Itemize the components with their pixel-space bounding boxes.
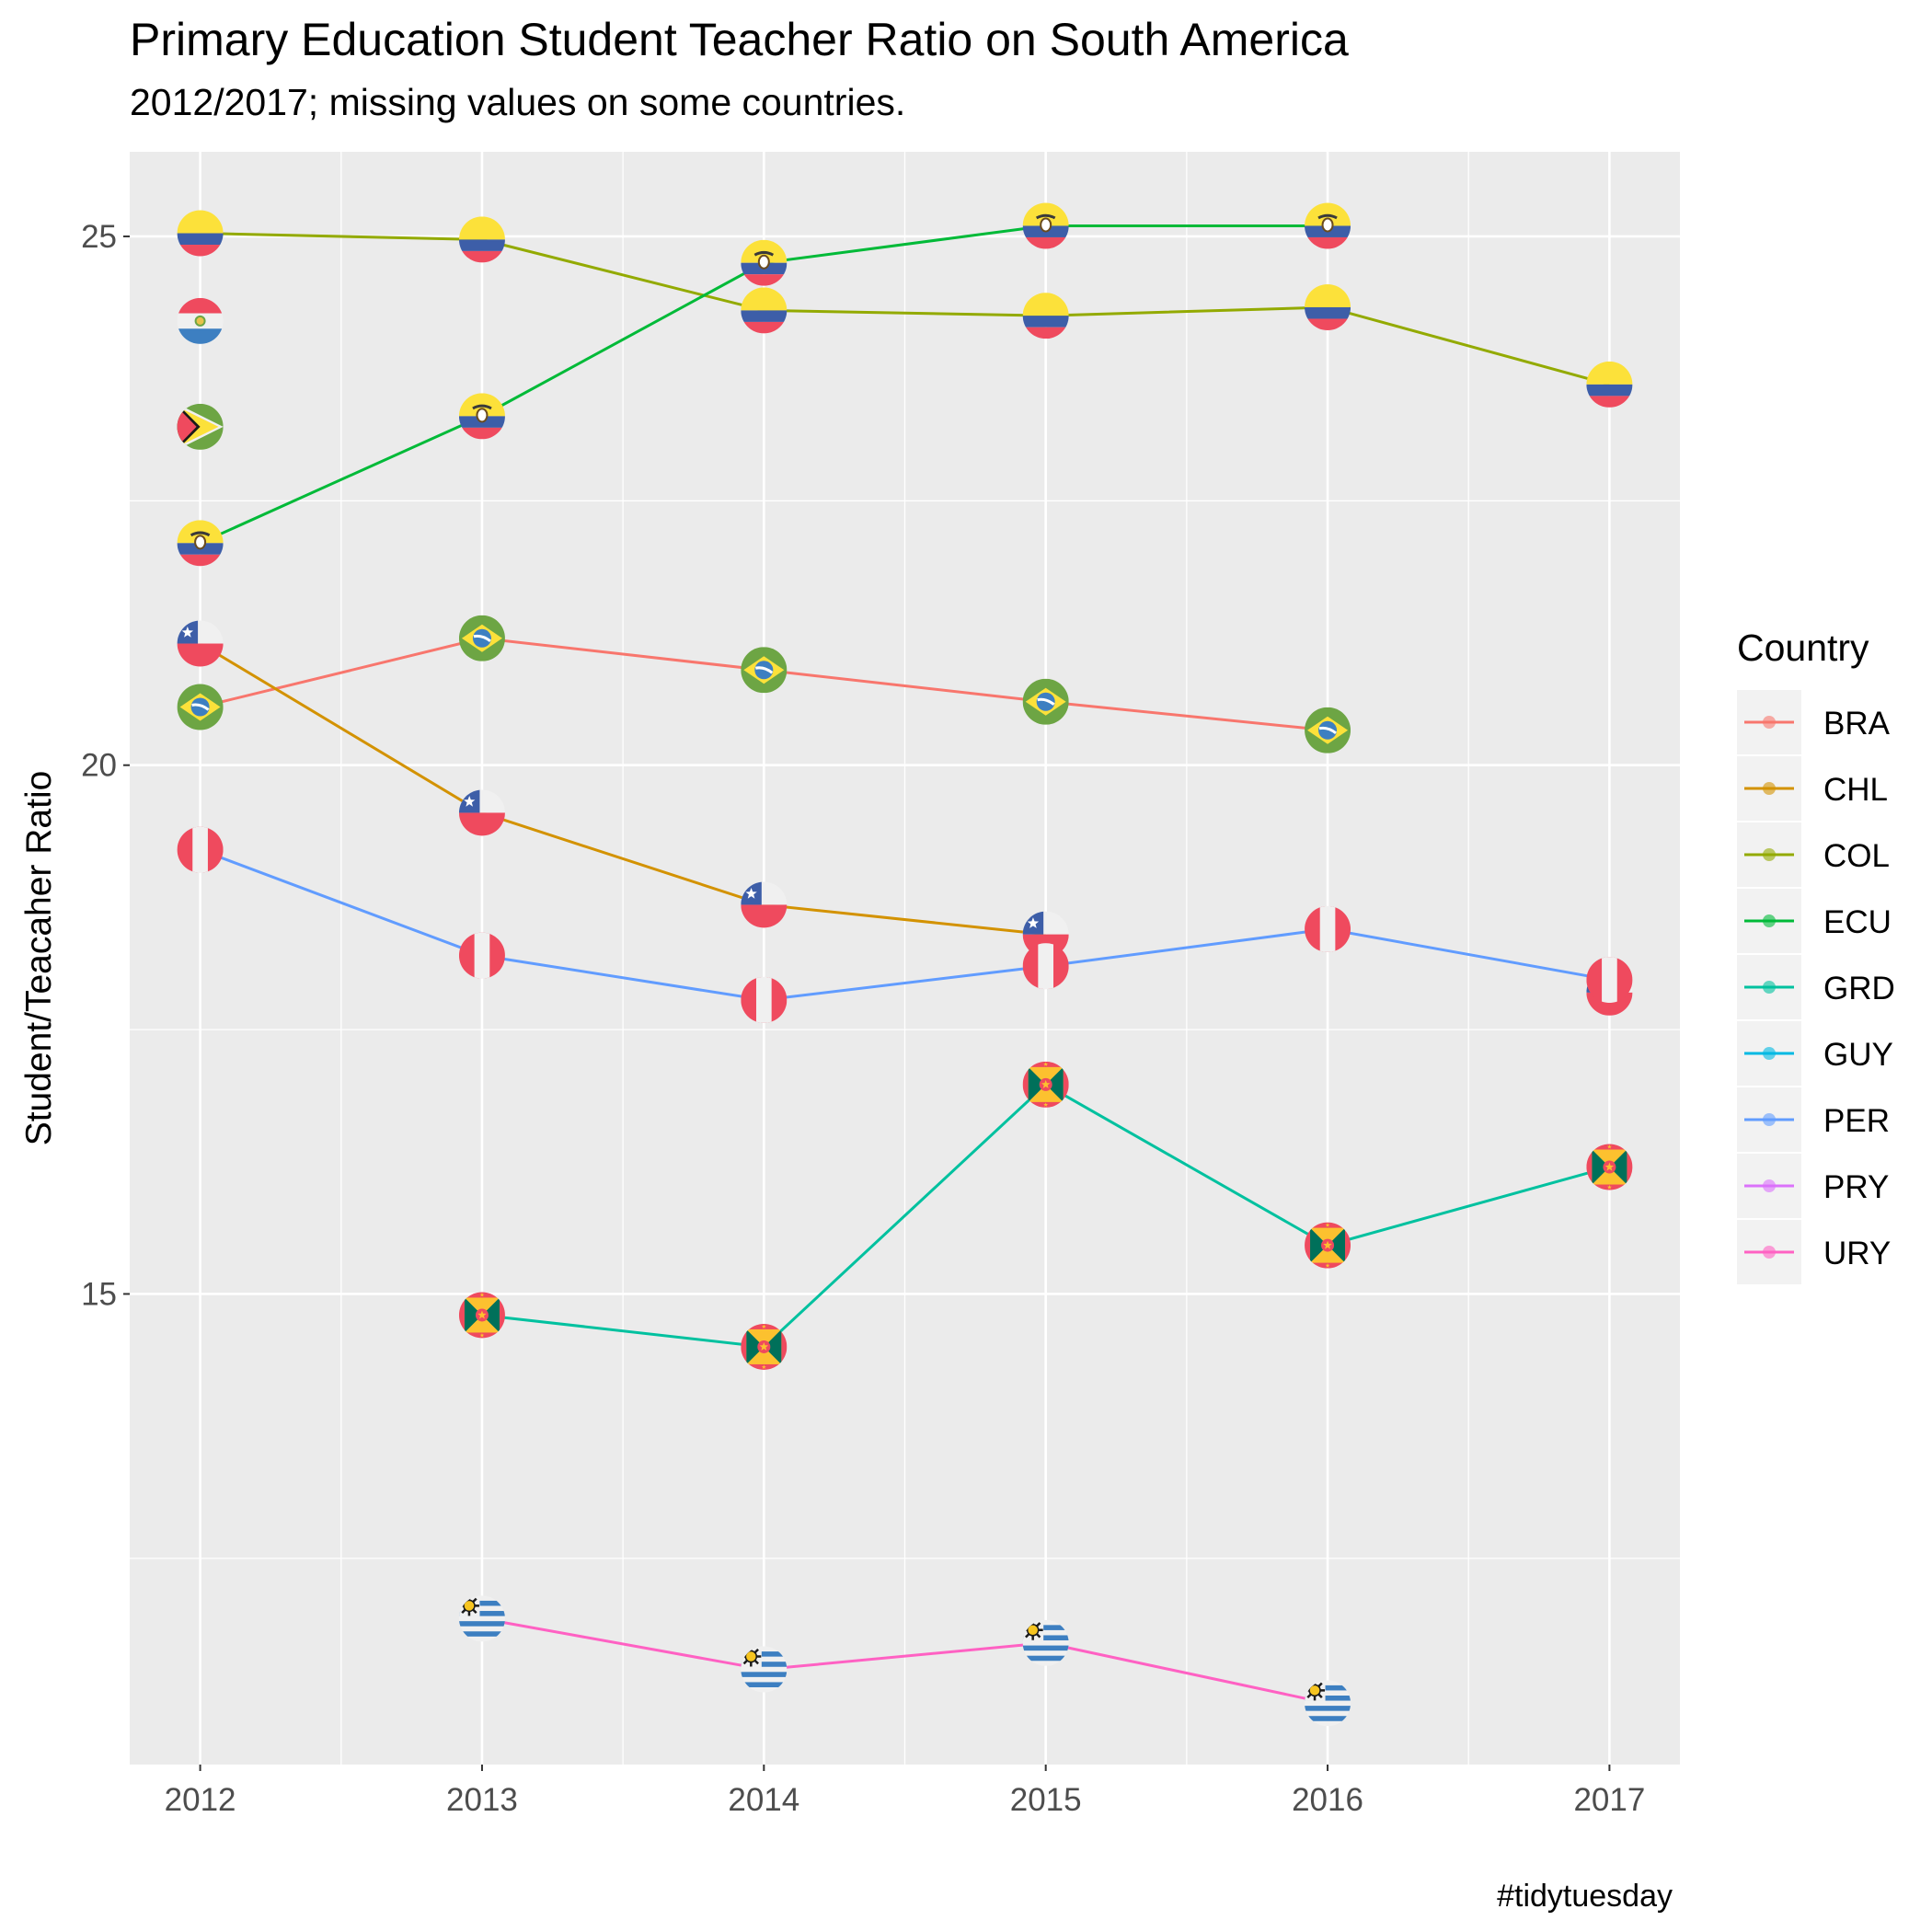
point-ecu-2016	[1305, 202, 1351, 249]
legend-swatch-dot	[1763, 848, 1776, 861]
point-col-2017	[1586, 361, 1633, 408]
point-grd-2015	[1022, 1061, 1069, 1108]
point-bra-2015	[1022, 678, 1069, 725]
series-line-per	[200, 848, 1610, 1002]
point-bra-2013	[458, 615, 505, 661]
x-tick-label: 2013	[446, 1782, 518, 1818]
point-col-2014	[741, 287, 788, 334]
legend-label-pry: PRY	[1823, 1169, 1889, 1205]
legend-label-chl: CHL	[1823, 772, 1888, 808]
point-per-2015	[1022, 943, 1069, 990]
point-chl-2013	[458, 789, 505, 836]
legend-label-ecu: ECU	[1823, 904, 1892, 940]
caption: #tidytuesday	[1497, 1879, 1673, 1914]
point-chl-2012	[177, 620, 224, 667]
legend-label-guy: GUY	[1823, 1037, 1893, 1073]
series-line-chl	[199, 642, 1046, 937]
x-tick-label: 2014	[728, 1782, 799, 1818]
series-line-col	[200, 232, 1610, 386]
point-guy-2012	[177, 403, 224, 450]
point-ury-2015	[1022, 1619, 1069, 1666]
y-tick-label: 15	[81, 1276, 117, 1312]
series-line-ury	[481, 1616, 1328, 1705]
point-col-2015	[1022, 293, 1069, 339]
point-per-2017	[1586, 957, 1633, 1004]
point-bra-2012	[177, 684, 224, 730]
legend-title: Country	[1737, 627, 1869, 669]
point-grd-2014	[741, 1323, 788, 1370]
point-per-2016	[1305, 905, 1351, 952]
x-tick-label: 2017	[1573, 1782, 1645, 1818]
legend-label-col: COL	[1823, 838, 1890, 874]
point-ury-2014	[741, 1646, 788, 1693]
grid-lines	[130, 152, 1680, 1765]
legend-label-ury: URY	[1823, 1236, 1891, 1271]
legend-swatch-dot	[1763, 981, 1776, 994]
legend-swatch-dot	[1763, 716, 1776, 729]
x-tick-label: 2015	[1010, 1782, 1082, 1818]
flag-markers	[177, 202, 1633, 1727]
point-bra-2014	[741, 647, 788, 694]
point-ecu-2013	[458, 393, 505, 440]
point-ury-2016	[1305, 1680, 1351, 1727]
x-tick-label: 2016	[1292, 1782, 1363, 1818]
x-tick-label: 2012	[165, 1782, 236, 1818]
chart-subtitle: 2012/2017; missing values on some countr…	[130, 81, 906, 123]
y-axis-title: Student/Teacaher Ratio	[19, 771, 59, 1146]
point-bra-2016	[1305, 707, 1351, 753]
legend-swatch-dot	[1763, 1047, 1776, 1060]
point-col-2013	[458, 216, 505, 263]
legend-swatch-dot	[1763, 1179, 1776, 1192]
point-ecu-2014	[741, 239, 788, 286]
legend-swatch-dot	[1763, 782, 1776, 795]
point-grd-2013	[458, 1292, 505, 1339]
point-chl-2014	[741, 881, 788, 928]
legend-label-per: PER	[1823, 1103, 1890, 1139]
chart-title: Primary Education Student Teacher Ratio …	[130, 14, 1349, 65]
point-col-2012	[177, 210, 224, 257]
legend-label-bra: BRA	[1823, 706, 1891, 742]
y-tick-label: 20	[81, 748, 117, 784]
y-tick-label: 25	[81, 219, 117, 255]
point-grd-2017	[1586, 1144, 1633, 1190]
point-col-2016	[1305, 283, 1351, 330]
axes: 2012 2013 2014 2015 2016 2017 15 20 25 Student/Te…	[19, 219, 1645, 1818]
point-per-2013	[458, 932, 505, 979]
point-per-2014	[741, 976, 788, 1023]
point-ecu-2012	[177, 520, 224, 567]
legend-swatch-dot	[1763, 1113, 1776, 1126]
point-ecu-2015	[1022, 202, 1069, 249]
legend-swatch-dot	[1763, 1246, 1776, 1259]
legend-label-grd: GRD	[1823, 971, 1895, 1006]
point-pry-2012	[177, 297, 224, 344]
legend: Country BRA CHL COL ECU GRD GUY PER PRY URY	[1737, 627, 1895, 1284]
point-ury-2013	[458, 1595, 505, 1642]
point-per-2012	[177, 826, 224, 873]
point-grd-2016	[1305, 1222, 1351, 1269]
legend-swatch-dot	[1763, 914, 1776, 927]
